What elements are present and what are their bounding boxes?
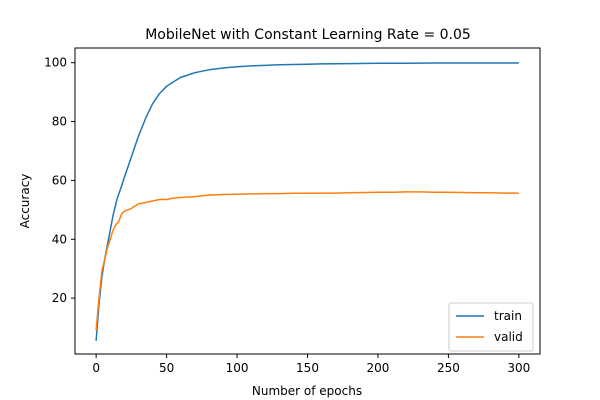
x-tick-label: 150 [296,361,319,375]
x-tick-label: 300 [507,361,530,375]
x-tick-label: 200 [367,361,390,375]
x-tick-label: 100 [226,361,249,375]
y-tick-label: 40 [52,232,67,246]
y-tick-label: 100 [44,56,67,70]
series-line-0 [95,62,519,341]
chart-title: MobileNet with Constant Learning Rate = … [145,27,471,43]
series-line-1 [95,191,519,331]
legend-label-train: train [494,309,522,323]
legend-label-valid: valid [494,330,523,344]
y-tick-label: 20 [52,291,67,305]
y-axis-label: Accuracy [18,174,32,229]
x-axis: 0 50 100 150 200 250 300 [92,354,530,375]
legend-frame [448,302,534,352]
x-tick-label: 0 [92,361,100,375]
y-tick-label: 60 [52,173,67,187]
plot-area [95,62,519,341]
y-axis: 20 40 60 80 100 [44,56,75,305]
x-tick-label: 50 [159,361,174,375]
x-tick-label: 250 [437,361,460,375]
legend: train valid [448,302,534,352]
y-tick-label: 80 [52,115,67,129]
x-axis-label: Number of epochs [252,384,362,398]
